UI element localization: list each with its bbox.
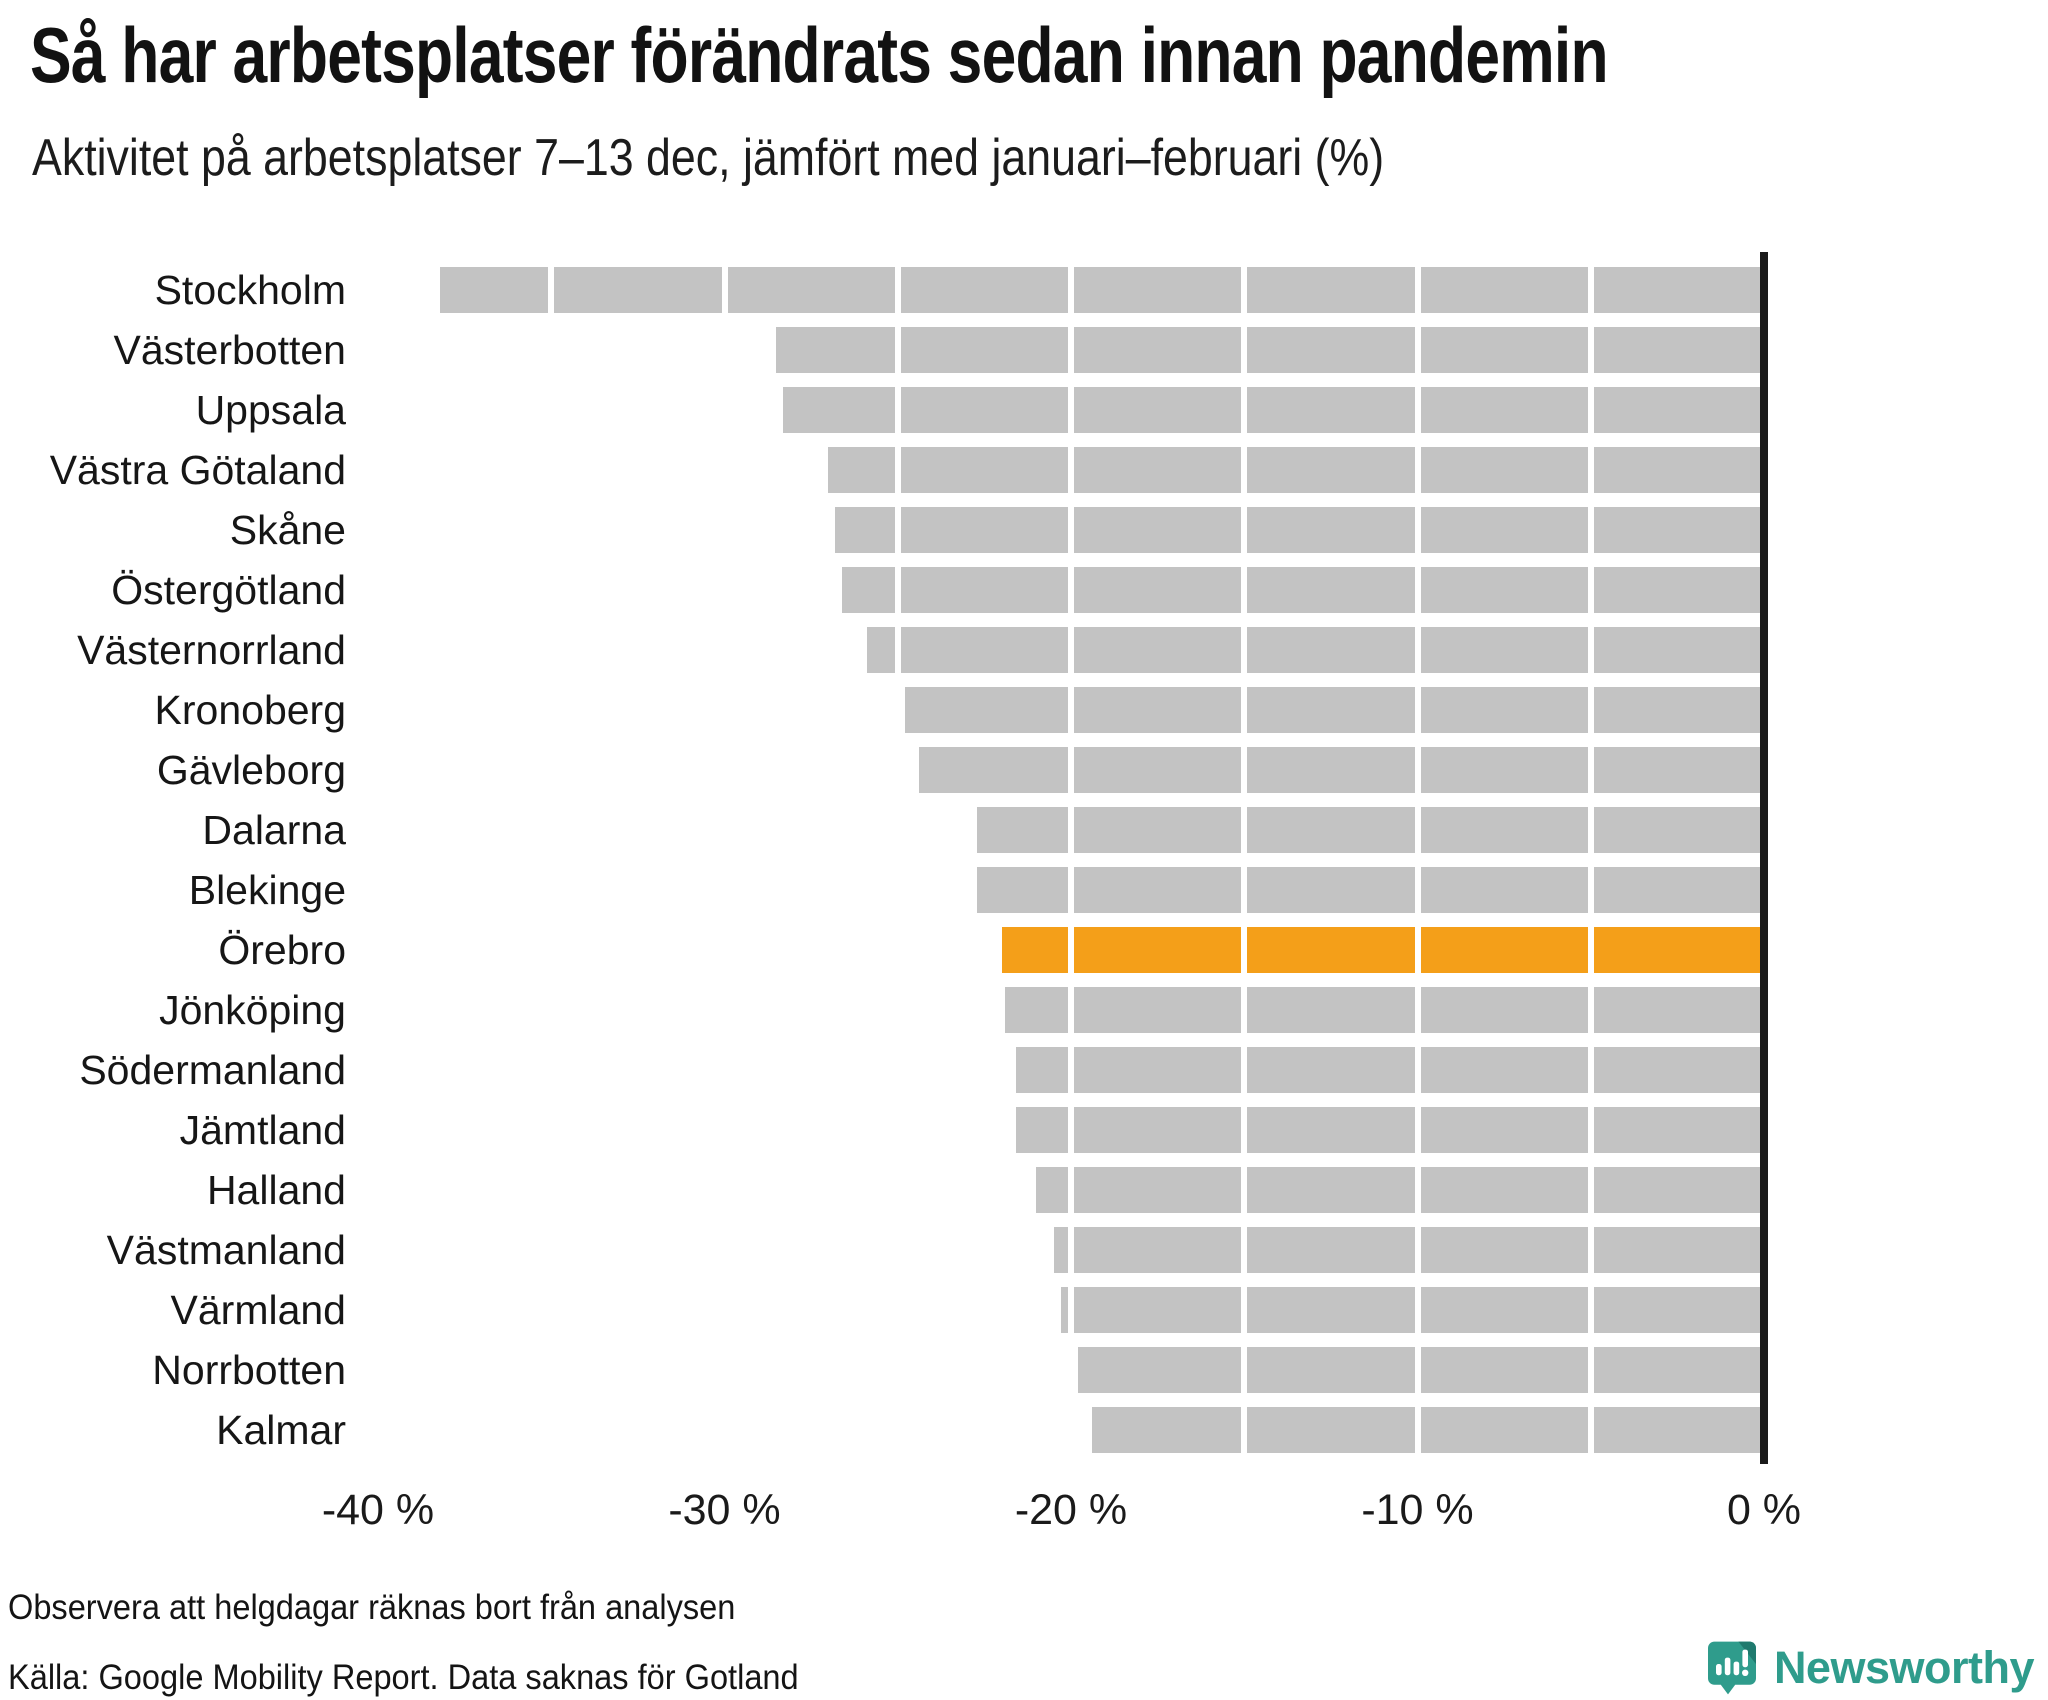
bar [1053,1227,1764,1273]
gridline [1068,252,1074,1464]
x-tick-label: -10 % [1361,1486,1474,1534]
row-label-g-vleborg: Gävleborg [156,747,346,793]
row-label--rebro: Örebro [218,927,346,973]
row-label-blekinge: Blekinge [188,867,346,913]
bar [977,807,1764,853]
x-tick-label: -30 % [668,1486,781,1534]
row-label-kalmar: Kalmar [216,1407,346,1453]
bar [440,267,1764,313]
row-label-j-mtland: Jämtland [179,1107,346,1153]
row-label-norrbotten: Norrbotten [152,1347,346,1393]
row-label-uppsala: Uppsala [195,387,346,433]
row-label-v-sternorrland: Västernorrland [77,627,346,673]
x-tick-label: -20 % [1014,1486,1128,1534]
bar [1015,1047,1764,1093]
bar [828,447,1764,493]
row-label-v-stra-g-taland: Västra Götaland [49,447,346,493]
bar [1015,1107,1764,1153]
bar [977,867,1764,913]
row-label-stockholm: Stockholm [154,267,346,313]
row-label-kronoberg: Kronoberg [154,687,346,733]
bar [918,747,1764,793]
row-label-s-dermanland: Södermanland [79,1047,346,1093]
bar [1036,1167,1764,1213]
bar [904,687,1764,733]
bar [1091,1407,1764,1453]
newsworthy-logo-icon [1707,1641,1756,1695]
footnote-source: Källa: Google Mobility Report. Data sakn… [8,1658,799,1697]
page-title: Så har arbetsplatser förändrats sedan in… [30,11,1609,99]
bar [1077,1347,1764,1393]
x-tick-label: -40 % [321,1486,435,1534]
bar [783,387,1764,433]
zero-axis-line [1760,252,1768,1464]
row-label-sk-ne: Skåne [229,507,346,553]
bar [866,627,1764,673]
bar-highlighted [1001,927,1764,973]
gridline [548,252,555,1464]
bar [842,567,1764,613]
row-label-halland: Halland [206,1167,346,1213]
newsworthy-logo-text: Newsworthy [1773,1642,2035,1693]
gridline [721,252,728,1464]
gridline [1414,252,1421,1464]
gridline [1241,252,1248,1464]
row-label-v-stmanland: Västmanland [106,1227,346,1273]
bar [776,327,1764,373]
row-label-dalarna: Dalarna [202,807,346,853]
bar [835,507,1764,553]
chart-subtitle: Aktivitet på arbetsplatser 7–13 dec, jäm… [32,129,1385,187]
newsworthy-logo: Newsworthy [1706,1640,2035,1696]
plot-area [378,252,1768,1464]
gridline [1587,252,1594,1464]
footnote-note: Observera att helgdagar räknas bort från… [8,1588,736,1627]
row-label--sterg-tland: Östergötland [111,567,346,613]
row-label-v-rmland: Värmland [170,1287,346,1333]
bar [1005,987,1764,1033]
row-label-j-nk-ping: Jönköping [159,987,346,1033]
row-label-v-sterbotten: Västerbotten [113,327,347,373]
x-tick-label: 0 % [1726,1486,1802,1534]
gridline [894,252,901,1464]
bar [1060,1287,1764,1333]
